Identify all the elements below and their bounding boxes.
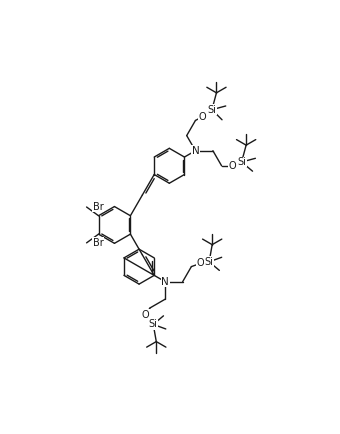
Text: Si: Si bbox=[149, 319, 158, 329]
Text: Si: Si bbox=[205, 257, 214, 267]
Text: N: N bbox=[191, 146, 199, 156]
Text: O: O bbox=[199, 112, 206, 122]
Text: N: N bbox=[161, 277, 169, 287]
Text: O: O bbox=[229, 161, 237, 171]
Text: Br: Br bbox=[93, 202, 104, 212]
Text: O: O bbox=[197, 258, 204, 268]
Text: Br: Br bbox=[93, 238, 104, 248]
Text: Si: Si bbox=[207, 105, 216, 115]
Text: Si: Si bbox=[237, 157, 246, 167]
Text: O: O bbox=[141, 310, 149, 320]
